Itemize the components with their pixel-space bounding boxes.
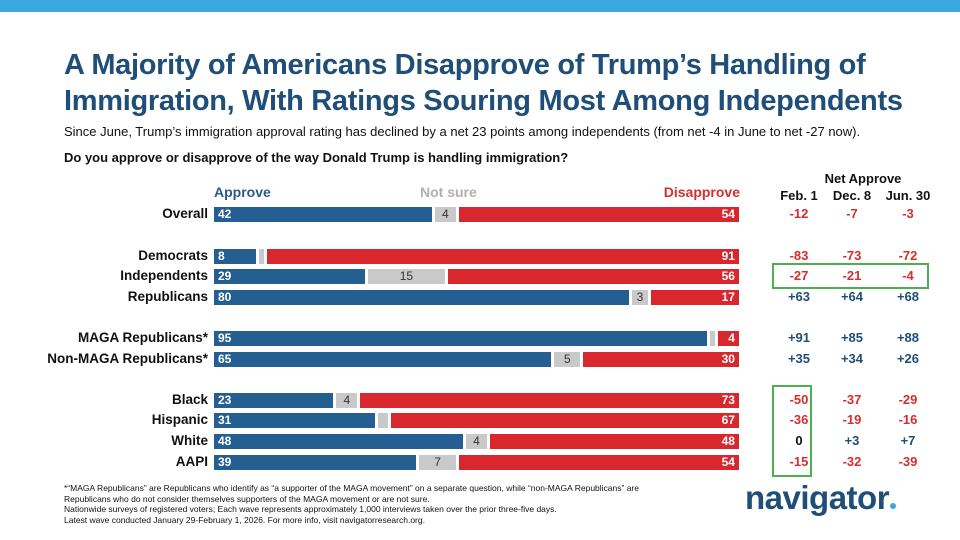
bar-disapprove-hispanic: 67 xyxy=(391,413,739,428)
net-approve-jun-30-democrats: -72 xyxy=(898,248,918,263)
net-approve-dec-8-black: -37 xyxy=(842,392,862,407)
category-label-democrats: Democrats xyxy=(138,248,208,263)
footnote-line: Latest wave conducted January 29-Februar… xyxy=(64,514,425,525)
bar-disapprove-republicans: 17 xyxy=(650,290,739,305)
bar-not-sure-non-maga-republicans: 5 xyxy=(554,352,581,367)
bar-disapprove-aapi: 54 xyxy=(458,455,739,470)
net-approve-header: Net Approve xyxy=(824,171,902,186)
bar-disapprove-non-maga-republicans: 30 xyxy=(583,352,739,367)
net-approve-dec-8-white: +3 xyxy=(844,433,860,448)
net-approve-jun-30-republicans: +68 xyxy=(896,289,920,304)
page-title: A Majority of Americans Disapprove of Tr… xyxy=(64,49,903,117)
legend-not-sure: Not sure xyxy=(420,184,477,200)
wave-header-dec8: Dec. 8 xyxy=(832,188,872,203)
bar-not-sure-aapi: 7 xyxy=(419,455,456,470)
bar-approve-independents: 29 xyxy=(214,269,365,284)
category-label-aapi: AAPI xyxy=(175,454,208,469)
survey-question: Do you approve or disapprove of the way … xyxy=(64,150,569,165)
net-approve-jun-30-black: -29 xyxy=(898,392,918,407)
category-label-overall: Overall xyxy=(162,206,208,221)
footnote: *“MAGA Republicans” are Republicans who … xyxy=(64,483,704,525)
net-approve-feb-1-republicans: +63 xyxy=(787,289,811,304)
net-approve-feb-1-non-maga-republicans: +35 xyxy=(787,351,811,366)
net-approve-dec-8-independents: -21 xyxy=(842,268,862,283)
bar-approve-aapi: 39 xyxy=(214,455,417,470)
bar-approve-maga-republicans: 95 xyxy=(214,331,708,346)
net-approve-jun-30-aapi: -39 xyxy=(898,454,918,469)
bar-not-sure-black: 4 xyxy=(336,393,358,408)
net-approve-jun-30-hispanic: -16 xyxy=(898,412,918,427)
highlight-independents xyxy=(772,263,929,289)
net-approve-dec-8-aapi: -32 xyxy=(842,454,862,469)
net-approve-feb-1-hispanic: -36 xyxy=(789,412,809,427)
bar-approve-non-maga-republicans: 65 xyxy=(214,352,552,367)
legend-disapprove: Disapprove xyxy=(663,184,740,200)
highlight-race-feb1 xyxy=(772,385,812,477)
category-label-non-maga-republicans: Non-MAGA Republicans* xyxy=(47,351,208,366)
net-approve-jun-30-maga-republicans: +88 xyxy=(896,330,920,345)
net-approve-feb-1-democrats: -83 xyxy=(789,248,809,263)
bar-approve-democrats: 8 xyxy=(214,249,256,264)
net-approve-dec-8-maga-republicans: +85 xyxy=(840,330,864,345)
bar-approve-black: 23 xyxy=(214,393,334,408)
category-label-republicans: Republicans xyxy=(127,289,208,304)
net-approve-feb-1-independents: -27 xyxy=(789,268,809,283)
net-approve-feb-1-black: -50 xyxy=(789,392,809,407)
bar-disapprove-maga-republicans: 4 xyxy=(718,331,739,346)
category-label-independents: Independents xyxy=(120,268,208,283)
logo-text: navigator xyxy=(745,479,890,516)
bar-not-sure-independents: 15 xyxy=(367,269,446,284)
bar-disapprove-black: 73 xyxy=(360,393,739,408)
net-approve-jun-30-non-maga-republicans: +26 xyxy=(896,351,920,366)
net-approve-dec-8-republicans: +64 xyxy=(840,289,864,304)
net-approve-feb-1-aapi: -15 xyxy=(789,454,809,469)
top-accent-bar xyxy=(0,0,960,12)
subtitle: Since June, Trump’s immigration approval… xyxy=(64,124,861,139)
wave-header-jun30: Jun. 30 xyxy=(885,188,931,203)
net-approve-dec-8-overall: -7 xyxy=(846,206,858,221)
bar-approve-white: 48 xyxy=(214,434,464,449)
bar-disapprove-independents: 56 xyxy=(448,269,739,284)
bar-not-sure-democrats xyxy=(258,249,264,264)
bar-not-sure-maga-republicans xyxy=(710,331,716,346)
net-approve-dec-8-democrats: -73 xyxy=(842,248,862,263)
category-label-maga-republicans: MAGA Republicans* xyxy=(77,330,208,345)
bar-not-sure-hispanic xyxy=(377,413,389,428)
bar-not-sure-overall: 4 xyxy=(435,207,456,222)
bar-not-sure-republicans: 3 xyxy=(632,290,648,305)
net-approve-feb-1-white: 0 xyxy=(795,433,803,448)
net-approve-jun-30-independents: -4 xyxy=(902,268,914,283)
net-approve-dec-8-hispanic: -19 xyxy=(842,412,862,427)
navigator-logo: navigator xyxy=(745,479,897,517)
net-approve-jun-30-overall: -3 xyxy=(902,206,914,221)
wave-header-feb1: Feb. 1 xyxy=(780,188,818,203)
bar-disapprove-democrats: 91 xyxy=(266,249,739,264)
bar-disapprove-white: 48 xyxy=(489,434,739,449)
net-approve-feb-1-overall: -12 xyxy=(789,206,809,221)
footnote-line: *“MAGA Republicans” are Republicans who … xyxy=(64,483,639,493)
bar-approve-hispanic: 31 xyxy=(214,413,375,428)
footnote-line: Republicans who do not consider themselv… xyxy=(64,493,430,504)
footnote-line: Nationwide surveys of registered voters;… xyxy=(64,504,557,514)
net-approve-dec-8-non-maga-republicans: +34 xyxy=(840,351,864,366)
bar-disapprove-overall: 54 xyxy=(458,207,739,222)
bar-not-sure-white: 4 xyxy=(466,434,487,449)
net-approve-feb-1-maga-republicans: +91 xyxy=(787,330,811,345)
category-label-hispanic: Hispanic xyxy=(151,412,208,427)
category-label-black: Black xyxy=(171,392,208,407)
category-label-white: White xyxy=(171,433,208,448)
bar-approve-overall: 42 xyxy=(214,207,432,222)
legend-approve: Approve xyxy=(214,184,271,200)
logo-dot-icon xyxy=(890,503,897,509)
net-approve-jun-30-white: +7 xyxy=(900,433,916,448)
bar-approve-republicans: 80 xyxy=(214,290,630,305)
